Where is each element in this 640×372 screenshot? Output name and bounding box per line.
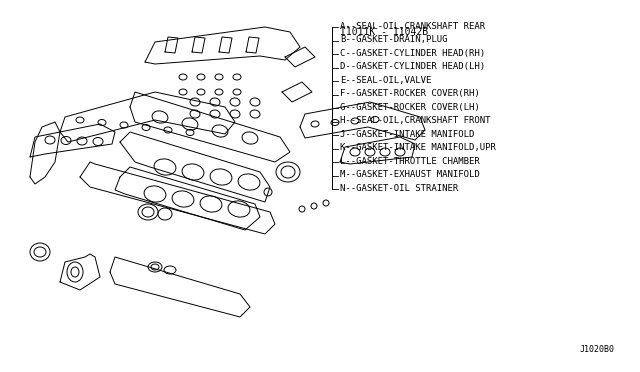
Text: C--GASKET-CYLINDER HEAD(RH): C--GASKET-CYLINDER HEAD(RH) [340, 48, 485, 58]
Text: E--SEAL-OIL,VALVE: E--SEAL-OIL,VALVE [340, 76, 431, 84]
Text: M--GASKET-EXHAUST MANIFOLD: M--GASKET-EXHAUST MANIFOLD [340, 170, 480, 179]
Text: D--GASKET-CYLINDER HEAD(LH): D--GASKET-CYLINDER HEAD(LH) [340, 62, 485, 71]
Text: G--GASKET-ROCKER COVER(LH): G--GASKET-ROCKER COVER(LH) [340, 103, 480, 112]
Text: K--GASKET-INTAKE MANIFOLD,UPR: K--GASKET-INTAKE MANIFOLD,UPR [340, 143, 496, 152]
Text: J--GASKET-INTAKE MANIFOLD: J--GASKET-INTAKE MANIFOLD [340, 129, 474, 138]
Text: L--GASKET-THROTTLE CHAMBER: L--GASKET-THROTTLE CHAMBER [340, 157, 480, 166]
Text: N--GASKET-OIL STRAINER: N--GASKET-OIL STRAINER [340, 183, 458, 192]
Text: B--GASKET-DRAIN,PLUG: B--GASKET-DRAIN,PLUG [340, 35, 447, 44]
Text: F--GASKET-ROCKER COVER(RH): F--GASKET-ROCKER COVER(RH) [340, 89, 480, 98]
Text: I1011K - 11042B: I1011K - 11042B [340, 27, 428, 37]
Text: H--SEAL-OIL,CRANKSHAFT FRONT: H--SEAL-OIL,CRANKSHAFT FRONT [340, 116, 490, 125]
Text: J1020B0: J1020B0 [580, 345, 615, 354]
Text: A--SEAL-OIL,CRANKSHAFT REAR: A--SEAL-OIL,CRANKSHAFT REAR [340, 22, 485, 31]
